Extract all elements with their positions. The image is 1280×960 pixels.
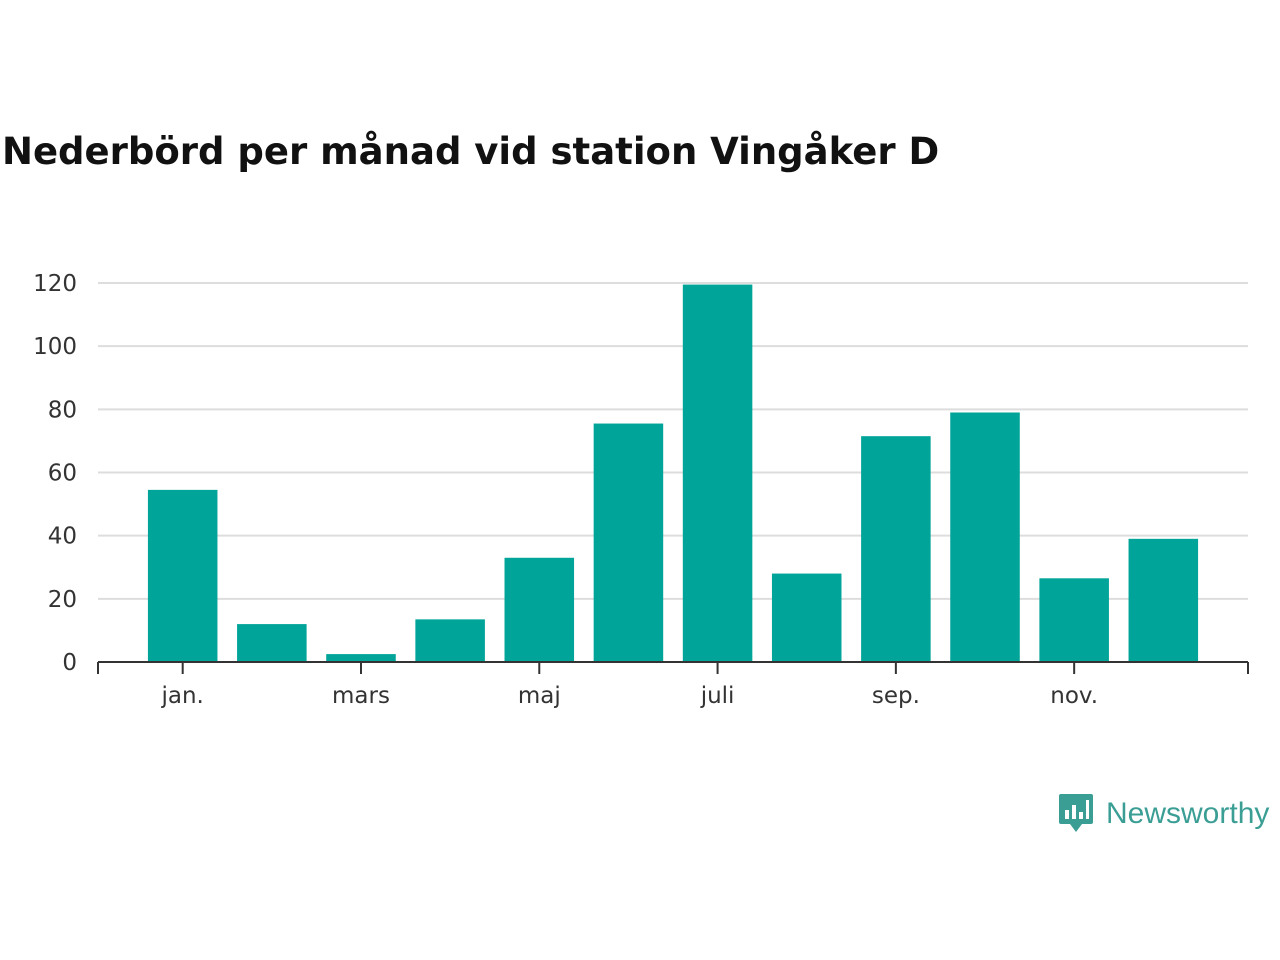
bar-feb: [237, 624, 307, 662]
y-tick-labels: 0 20 40 60 80 100 120: [33, 271, 77, 676]
x-tick-label: juli: [700, 683, 735, 709]
newsworthy-brand: Newsworthy: [1058, 790, 1269, 838]
bar-aug: [771, 573, 842, 662]
bar-mars: [326, 654, 396, 662]
x-tick-labels: jan. mars maj juli sep. nov.: [161, 683, 1099, 709]
x-tick-label: jan.: [161, 683, 204, 709]
bar-apr: [415, 619, 485, 662]
bars: [147, 284, 1199, 662]
x-tick-label: maj: [518, 683, 561, 709]
bar-juli: [682, 284, 753, 662]
bar-okt: [950, 412, 1020, 662]
y-tick-label: 0: [62, 650, 77, 676]
x-tick-label: sep.: [872, 683, 920, 709]
bar-jan: [147, 489, 218, 662]
axes: [97, 661, 1249, 674]
chart-title: Nederbörd per månad vid station Vingåker…: [2, 130, 940, 173]
x-tick-label: mars: [332, 683, 390, 709]
newsworthy-logo-icon: [1059, 794, 1093, 832]
bar-juni: [593, 423, 664, 662]
bar-sep: [861, 436, 931, 662]
y-tick-label: 120: [33, 271, 77, 297]
y-tick-label: 80: [48, 397, 77, 423]
x-tick-label: nov.: [1050, 683, 1098, 709]
gridlines: [98, 282, 1248, 600]
y-tick-label: 60: [48, 461, 77, 487]
y-tick-label: 100: [33, 334, 77, 360]
y-tick-label: 20: [48, 587, 77, 613]
bar-maj: [504, 557, 575, 662]
bar-nov: [1039, 578, 1109, 662]
bar-dec: [1128, 538, 1199, 662]
y-tick-label: 40: [48, 524, 77, 550]
brand-name: Newsworthy: [1106, 797, 1270, 830]
